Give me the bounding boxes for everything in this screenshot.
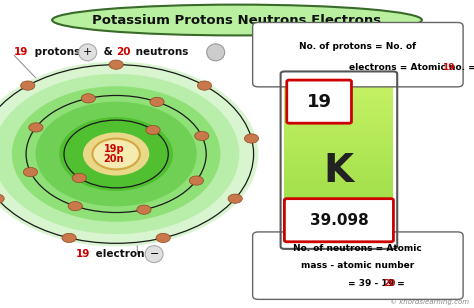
Bar <box>284 241 393 246</box>
Ellipse shape <box>72 173 86 183</box>
Bar <box>284 220 393 225</box>
Ellipse shape <box>36 102 197 206</box>
FancyBboxPatch shape <box>253 232 463 299</box>
Text: No. of neutrons = Atomic: No. of neutrons = Atomic <box>293 244 422 253</box>
Bar <box>284 198 393 203</box>
Text: © knordslearning.com: © knordslearning.com <box>390 298 469 305</box>
Ellipse shape <box>83 132 149 176</box>
Bar <box>284 177 393 182</box>
Ellipse shape <box>195 131 209 140</box>
Ellipse shape <box>197 81 211 90</box>
Bar <box>284 86 393 91</box>
Bar <box>284 229 393 233</box>
Bar <box>284 108 393 113</box>
Text: +: + <box>83 47 92 57</box>
Bar <box>284 224 393 229</box>
Bar <box>284 142 393 147</box>
Ellipse shape <box>79 44 97 61</box>
Bar <box>284 121 393 126</box>
FancyBboxPatch shape <box>284 199 393 242</box>
Bar <box>284 99 393 104</box>
Ellipse shape <box>29 123 43 132</box>
Ellipse shape <box>245 134 259 143</box>
Ellipse shape <box>81 94 95 103</box>
Bar <box>284 207 393 212</box>
Text: electrons = Atomic no. =: electrons = Atomic no. = <box>349 63 474 72</box>
Text: 19: 19 <box>442 63 455 72</box>
Text: No. of protons = No. of: No. of protons = No. of <box>299 42 417 51</box>
Bar <box>284 134 393 139</box>
Bar <box>284 185 393 190</box>
Text: 19p: 19p <box>103 144 124 154</box>
Text: electrons: electrons <box>92 249 151 259</box>
Ellipse shape <box>228 194 242 203</box>
Bar <box>284 138 393 143</box>
Text: 39.098: 39.098 <box>310 213 368 228</box>
Ellipse shape <box>145 246 163 262</box>
Ellipse shape <box>150 97 164 107</box>
Bar <box>284 129 393 134</box>
Bar <box>284 112 393 117</box>
Text: −: − <box>149 249 159 259</box>
Bar <box>284 168 393 173</box>
Text: 19: 19 <box>76 249 90 259</box>
Bar <box>284 160 393 164</box>
Bar <box>284 194 393 199</box>
Text: K: K <box>324 152 354 189</box>
Ellipse shape <box>92 139 140 169</box>
Bar <box>284 233 393 238</box>
Bar <box>284 125 393 130</box>
Bar <box>284 172 393 177</box>
Bar <box>284 190 393 195</box>
Ellipse shape <box>21 81 35 90</box>
Ellipse shape <box>59 117 173 191</box>
Bar <box>284 203 393 208</box>
Ellipse shape <box>156 233 170 243</box>
Ellipse shape <box>0 62 258 246</box>
Text: protons: protons <box>31 47 80 57</box>
Ellipse shape <box>137 205 151 214</box>
Bar <box>284 82 393 87</box>
Text: mass - atomic number: mass - atomic number <box>301 261 414 270</box>
Bar <box>284 78 393 83</box>
Bar <box>284 155 393 160</box>
Text: 19: 19 <box>14 47 28 57</box>
Bar <box>284 151 393 156</box>
Text: = 39 - 19 =: = 39 - 19 = <box>348 279 408 288</box>
Ellipse shape <box>62 233 76 243</box>
Text: 19: 19 <box>307 93 332 111</box>
Text: neutrons: neutrons <box>132 47 188 57</box>
Ellipse shape <box>52 5 422 35</box>
Text: 20: 20 <box>116 47 131 57</box>
Ellipse shape <box>189 176 203 185</box>
Ellipse shape <box>109 60 123 69</box>
Text: 20: 20 <box>383 279 396 288</box>
Ellipse shape <box>207 44 225 61</box>
Ellipse shape <box>68 201 82 211</box>
Bar <box>284 103 393 108</box>
Bar <box>284 95 393 100</box>
Bar <box>284 91 393 95</box>
Ellipse shape <box>0 74 239 234</box>
Bar <box>284 164 393 169</box>
Text: 20n: 20n <box>103 154 124 164</box>
Ellipse shape <box>146 125 160 135</box>
Bar <box>284 116 393 121</box>
Bar <box>284 211 393 216</box>
Text: &: & <box>100 47 116 57</box>
Bar <box>284 181 393 186</box>
Ellipse shape <box>12 86 220 222</box>
Text: Potassium Protons Neutrons Electrons: Potassium Protons Neutrons Electrons <box>92 14 382 26</box>
Ellipse shape <box>23 168 37 177</box>
Ellipse shape <box>0 194 4 203</box>
FancyBboxPatch shape <box>253 22 463 87</box>
Bar <box>284 216 393 221</box>
Bar <box>284 147 393 152</box>
Bar <box>284 237 393 242</box>
Bar <box>284 73 393 78</box>
FancyBboxPatch shape <box>287 80 351 123</box>
